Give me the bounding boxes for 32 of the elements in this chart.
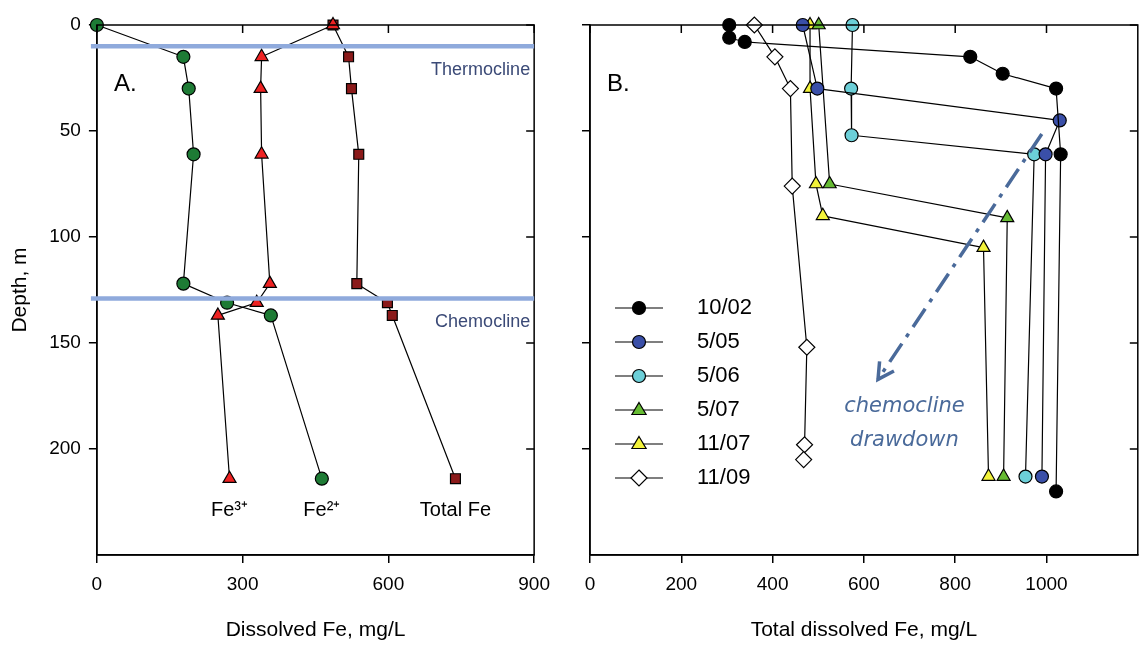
y-tick-label: 200: [49, 437, 81, 459]
legend-label: 5/05: [697, 328, 740, 354]
x-tick-label: 300: [226, 572, 259, 594]
x-tick-label: 900: [518, 572, 550, 594]
y-axis-title: Depth, m: [7, 247, 31, 333]
y-tick-label: 50: [59, 119, 81, 141]
x-tick-label: 400: [756, 572, 789, 594]
series-label: Fe²⁺: [303, 498, 341, 521]
x-tick-label: 200: [665, 572, 698, 594]
series-label: Fe³⁺: [211, 498, 249, 521]
y-tick-label: 0: [70, 13, 81, 35]
x-tick-label: 0: [584, 572, 596, 594]
legend-label: 10/02: [697, 294, 753, 320]
x-axis-title: Total dissolved Fe, mg/L: [750, 617, 978, 641]
legend-label: 5/07: [697, 396, 740, 422]
legend-label: 11/07: [697, 430, 751, 456]
annotation: A.: [113, 68, 137, 96]
x-tick-label: 1000: [1025, 572, 1068, 594]
x-tick-label: 800: [939, 572, 972, 594]
y-tick-label: 150: [49, 331, 81, 353]
annotation: chemocline drawdown: [844, 393, 965, 452]
ref-line-label: Thermocline: [431, 59, 531, 80]
x-axis-title: Dissolved Fe, mg/L: [225, 617, 406, 641]
annotation: B.: [607, 68, 630, 96]
series-label: Total Fe: [419, 498, 492, 521]
x-tick-label: 600: [848, 572, 880, 594]
legend-label: 11/09: [697, 464, 751, 490]
legend-label: 5/06: [697, 362, 740, 388]
ref-line-label: Chemocline: [435, 311, 531, 332]
y-tick-label: 100: [49, 225, 81, 247]
x-tick-label: 600: [372, 572, 405, 594]
x-tick-label: 0: [91, 572, 103, 594]
